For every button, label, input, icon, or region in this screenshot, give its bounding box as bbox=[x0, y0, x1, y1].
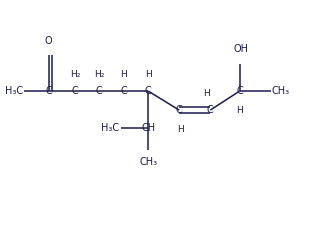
Text: H: H bbox=[236, 106, 243, 115]
Text: H: H bbox=[177, 125, 184, 134]
Text: C: C bbox=[96, 86, 103, 96]
Text: CH₃: CH₃ bbox=[272, 86, 290, 96]
Text: C: C bbox=[120, 86, 127, 96]
Text: H: H bbox=[145, 70, 152, 79]
Text: H₂: H₂ bbox=[70, 70, 80, 79]
Text: CH₃: CH₃ bbox=[139, 157, 157, 167]
Text: H: H bbox=[204, 89, 210, 98]
Text: H₂: H₂ bbox=[94, 70, 105, 79]
Text: OH: OH bbox=[234, 44, 249, 54]
Text: C: C bbox=[71, 86, 78, 96]
Text: C: C bbox=[176, 105, 183, 115]
Text: C: C bbox=[45, 86, 52, 96]
Text: CH: CH bbox=[141, 123, 155, 133]
Text: C: C bbox=[145, 86, 152, 96]
Text: O: O bbox=[45, 36, 52, 46]
Text: C: C bbox=[207, 105, 214, 115]
Text: H₃C: H₃C bbox=[101, 123, 119, 133]
Text: H: H bbox=[120, 70, 127, 79]
Text: C: C bbox=[236, 86, 243, 96]
Text: H₃C: H₃C bbox=[5, 86, 23, 96]
